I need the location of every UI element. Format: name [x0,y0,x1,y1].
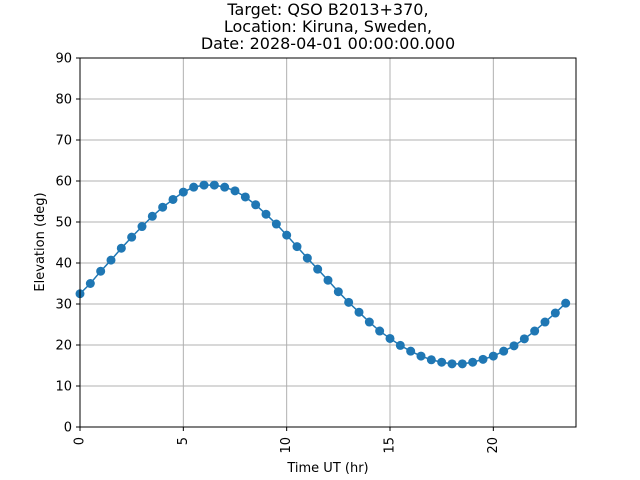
x-tick-label: 5 [176,437,191,445]
data-point [478,354,488,364]
data-point [447,359,457,369]
data-point [158,202,168,212]
data-point [375,326,385,336]
data-point [509,341,519,351]
y-tick-label: 70 [55,134,72,149]
y-axis-ticks: 0 10 20 30 40 50 60 70 80 90 [55,52,80,436]
data-point [488,351,498,361]
data-point [106,255,116,265]
chart-title: Target: QSO B2013+370, Location: Kiruna,… [201,0,455,53]
data-point [199,180,209,190]
data-point [127,232,137,242]
data-point [364,317,374,327]
data-point [468,357,478,367]
data-point [550,308,560,318]
data-point [209,180,219,190]
data-point [282,230,292,240]
title-line-3: Date: 2028-04-01 00:00:00.000 [201,34,455,53]
y-tick-label: 50 [55,216,72,231]
data-point [561,298,571,308]
data-point [416,351,426,361]
data-point [96,266,106,276]
data-point [406,346,416,356]
y-tick-label: 30 [55,298,72,313]
data-point [344,297,354,307]
x-tick-label: 15 [383,437,398,454]
y-tick-label: 90 [55,52,72,67]
data-point [85,279,95,288]
data-point [137,222,147,232]
plot-frame [79,57,577,428]
data-point [240,192,250,202]
data-point [147,211,157,221]
y-tick-label: 20 [55,339,72,354]
y-tick-label: 60 [55,175,72,190]
data-point [313,264,323,274]
data-point [116,243,126,253]
data-point [220,182,230,192]
series-elevation [75,180,571,369]
grid-lines [79,57,576,428]
data-point [302,253,312,263]
data-point [395,340,405,350]
y-tick-label: 10 [55,380,72,395]
data-point [540,317,550,327]
data-point [230,186,240,196]
data-point [189,182,199,192]
data-point [271,219,281,229]
data-point [499,346,509,356]
data-point [168,194,178,204]
x-axis-ticks: 0 5 10 15 20 [73,427,501,454]
data-point [426,355,436,365]
data-point [323,275,333,285]
data-point [530,326,540,336]
data-point [292,242,302,252]
data-point [178,187,188,197]
x-tick-label: 20 [486,437,501,454]
x-axis-label: Time UT (hr) [286,461,368,476]
data-point [437,357,447,367]
data-point [251,200,261,210]
title-line-1: Target: QSO B2013+370, [226,0,428,19]
y-tick-label: 0 [64,421,72,436]
data-point [519,334,529,344]
x-tick-label: 10 [279,437,294,454]
data-point [333,287,343,297]
data-point [457,359,467,369]
y-tick-label: 40 [55,257,72,272]
title-line-2: Location: Kiruna, Sweden, [224,17,432,36]
x-tick-label: 0 [73,437,88,445]
data-point [261,209,271,219]
y-tick-label: 80 [55,93,72,108]
data-point [354,307,364,317]
y-axis-label: Elevation (deg) [33,192,48,291]
data-point [385,333,395,343]
